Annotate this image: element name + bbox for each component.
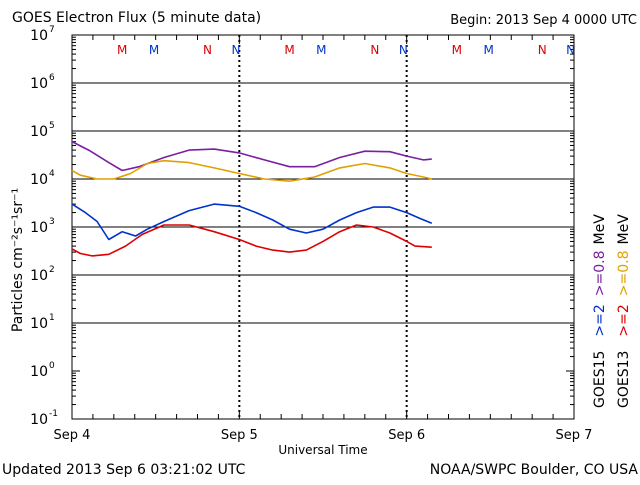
local-time-marker: M — [483, 43, 493, 57]
legend-text: GOES13 >=2 >=0.8 MeV — [616, 214, 632, 408]
local-time-marker: M — [117, 43, 127, 57]
begin-date: Begin: 2013 Sep 4 0000 UTC — [450, 13, 637, 28]
series-line — [71, 140, 432, 172]
x-tick-label: Sep 4 — [54, 428, 91, 443]
y-axis-label: Particles cm⁻²s⁻¹sr⁻¹ — [10, 188, 26, 332]
legend-energy: >=0.8 — [616, 250, 632, 296]
y-tick-label: 10 — [30, 316, 48, 332]
y-tick-exponent: 1 — [49, 313, 55, 323]
local-time-marker: N — [538, 43, 547, 57]
local-time-marker: N — [370, 43, 379, 57]
x-tick-labels: Sep 4 Sep 5 Sep 6 Sep 7 — [54, 428, 593, 443]
y-tick-exponent: 7 — [49, 25, 55, 35]
series-line — [71, 224, 432, 257]
day-boundary-ticks — [238, 35, 408, 419]
y-tick-label: 10 — [30, 364, 48, 380]
plot-frame — [71, 34, 575, 420]
legend-unit: MeV — [592, 214, 608, 245]
local-time-marker: M — [149, 43, 159, 57]
local-time-marker: N — [566, 43, 575, 57]
series-line — [71, 159, 432, 182]
legend-satellite: GOES13 — [616, 351, 632, 408]
legend-line: GOES15 >=2 >=0.8 MeV — [592, 214, 608, 408]
y-tick-exponent: 5 — [49, 121, 55, 131]
y-tick-label: 10 — [30, 28, 48, 44]
local-time-marker: N — [231, 43, 240, 57]
y-tick-exponent: 0 — [49, 361, 55, 371]
credit-line: NOAA/SWPC Boulder, CO USA — [430, 462, 639, 478]
y-tick-exponent: 6 — [49, 73, 55, 83]
legend-satellite: GOES15 — [592, 351, 608, 408]
updated-timestamp: Updated 2013 Sep 6 03:21:02 UTC — [2, 462, 246, 478]
x-axis-label: Universal Time — [278, 443, 367, 457]
local-time-marker: N — [399, 43, 408, 57]
grid-lines — [72, 82, 574, 324]
y-tick-label: 10 — [30, 220, 48, 236]
legend-energy: >=2 — [616, 304, 632, 336]
y-tick-label: 10 — [30, 76, 48, 92]
legend-text: GOES15 >=2 >=0.8 MeV — [592, 214, 608, 408]
y-tick-exponent: -1 — [49, 409, 58, 419]
local-time-marker: M — [284, 43, 294, 57]
legend: GOES15 >=2 >=0.8 MeV GOES13 >=2 >=0.8 MeV — [592, 214, 632, 408]
y-tick-exponent: 3 — [49, 217, 55, 227]
y-tick-label: 10 — [30, 124, 48, 140]
legend-unit: MeV — [616, 214, 632, 245]
local-time-marker: N — [203, 43, 212, 57]
x-tick-label: Sep 7 — [556, 428, 593, 443]
y-tick-label: 10 — [30, 268, 48, 284]
legend-line: GOES13 >=2 >=0.8 MeV — [616, 214, 632, 408]
y-tick-label: 10 — [30, 412, 48, 428]
legend-energy: >=0.8 — [592, 250, 608, 296]
x-tick-label: Sep 6 — [388, 428, 425, 443]
local-time-marker: M — [316, 43, 326, 57]
series-line — [71, 203, 433, 241]
local-time-marker: M — [452, 43, 462, 57]
chart-title: GOES Electron Flux (5 minute data) — [12, 10, 261, 26]
y-tick-exponent: 2 — [49, 265, 55, 275]
y-tick-exponent: 4 — [49, 169, 55, 179]
y-tick-label: 10 — [30, 172, 48, 188]
x-tick-label: Sep 5 — [221, 428, 258, 443]
series-lines — [71, 140, 433, 257]
legend-energy: >=2 — [592, 304, 608, 336]
